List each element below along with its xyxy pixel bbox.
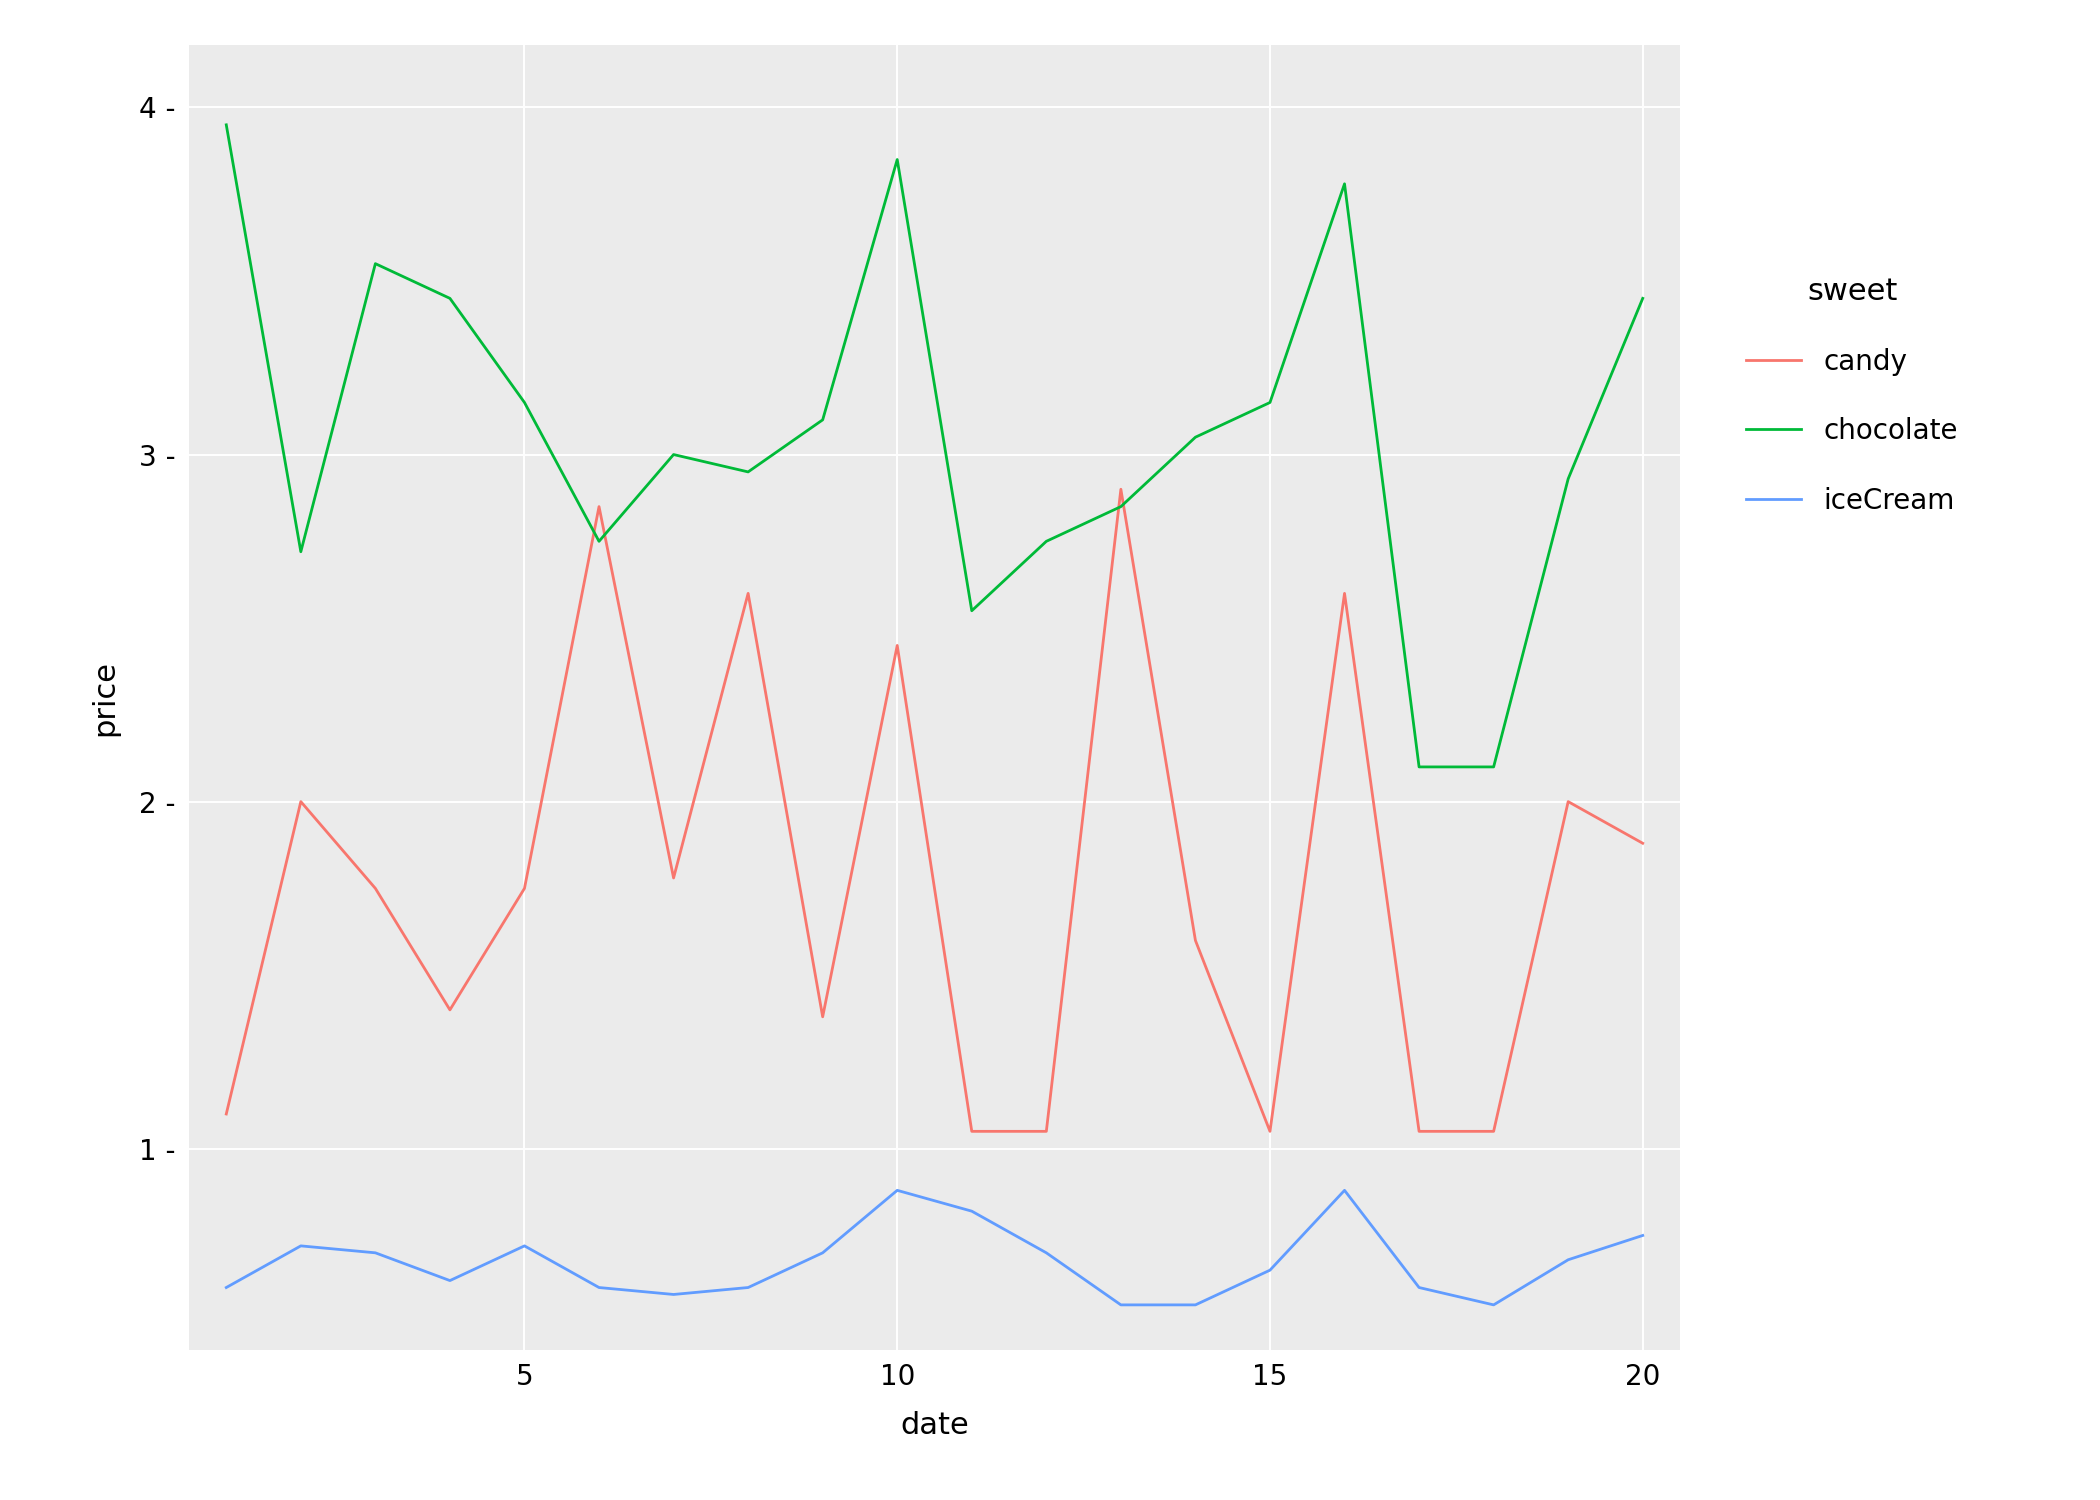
X-axis label: date: date [901, 1410, 968, 1440]
Y-axis label: price: price [90, 660, 120, 735]
Legend: candy, chocolate, iceCream: candy, chocolate, iceCream [1724, 255, 1980, 537]
